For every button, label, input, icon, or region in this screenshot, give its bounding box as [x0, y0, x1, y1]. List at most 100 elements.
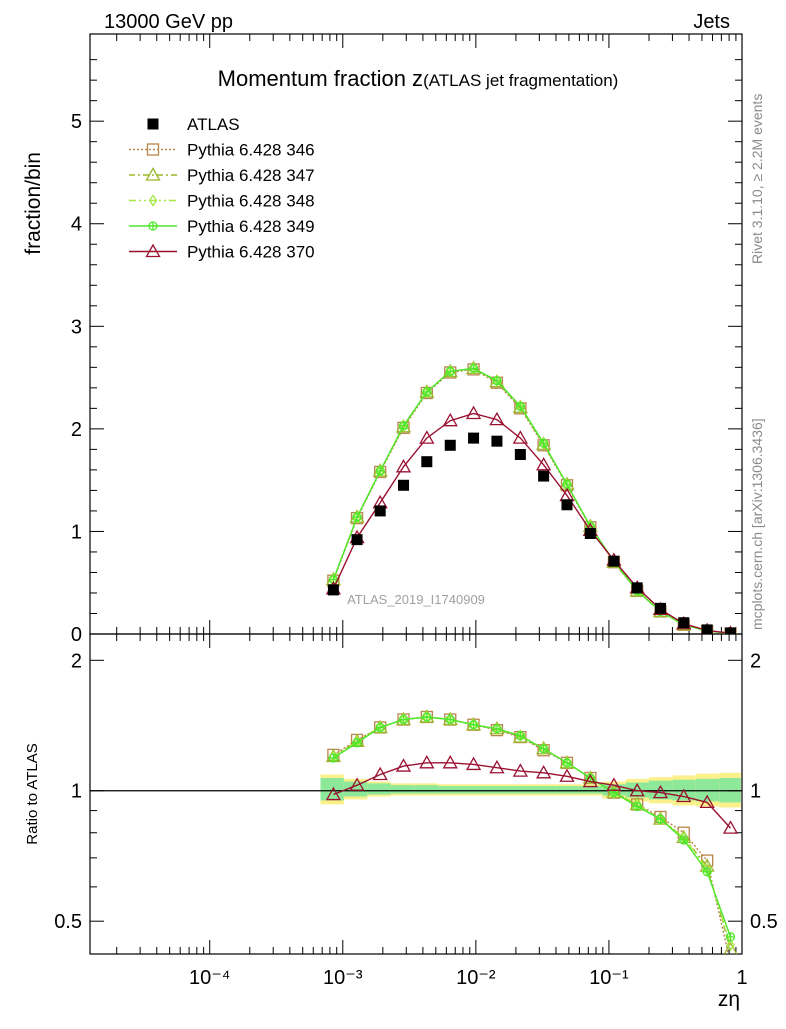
atlas-data-point	[351, 534, 363, 546]
ratio-band-inner	[484, 786, 509, 794]
header-process: Jets	[693, 11, 730, 33]
main-series-4-point	[512, 430, 528, 444]
ratio-series-4-point	[349, 777, 365, 791]
x-tick-label: 10⁻¹	[589, 967, 629, 989]
ratio-series-4-point	[699, 794, 715, 809]
main-series-4-point	[395, 458, 412, 473]
ratio-series-4-point	[489, 759, 505, 774]
ratio-y-tick-label-right: 2	[750, 650, 761, 672]
ratio-series-2-point	[469, 718, 478, 731]
ratio-band-inner	[461, 786, 485, 794]
header-energy: 13000 GeV pp	[104, 11, 233, 33]
ratio-series-4-point	[325, 786, 342, 801]
ratio-series-1-point	[723, 941, 738, 954]
ratio-series-2-point	[422, 710, 432, 724]
ratio-series-4-point	[536, 764, 552, 779]
legend-label-2: Pythia 6.428 348	[187, 192, 315, 211]
ratio-series-0-line	[333, 716, 730, 954]
ratio-band-inner	[390, 785, 415, 794]
atlas-data-point	[654, 602, 666, 614]
legend-marker-0	[146, 143, 160, 156]
ratio-band-inner	[367, 783, 391, 795]
atlas-data-point	[584, 527, 596, 539]
atlas-data-point	[678, 617, 690, 629]
ratio-series-4-point	[372, 766, 388, 781]
atlas-data-point	[444, 439, 456, 451]
ratio-series-4-point	[512, 763, 528, 777]
atlas-data-point	[468, 432, 480, 444]
ratio-series-2-point	[726, 939, 735, 952]
ratio-series-2-point	[375, 721, 385, 734]
ratio-series-2-line	[333, 716, 732, 946]
ratio-band-inner	[508, 786, 532, 794]
ratio-series-2-point	[445, 713, 455, 726]
y-tick-label: 2	[71, 419, 82, 441]
ratio-series-0-point	[725, 958, 736, 969]
x-tick-label: 10⁻⁴	[189, 967, 230, 989]
main-series-2-point	[469, 362, 478, 375]
side-label-mcplots: mcplots.cern.ch [arXiv:1306.3436]	[749, 418, 765, 630]
ratio-series-4-point	[629, 782, 645, 797]
main-series-2-point	[352, 510, 362, 524]
atlas-data-point	[631, 582, 643, 594]
atlas-data-point	[514, 449, 526, 461]
atlas-data-point	[421, 456, 433, 468]
legend-label-3: Pythia 6.428 349	[187, 217, 315, 236]
ratio-y-tick-label: 1	[71, 781, 82, 803]
chart-title-sub: (ATLAS jet fragmentation)	[423, 71, 618, 90]
legend-label-0: Pythia 6.428 346	[187, 141, 315, 160]
side-label-rivet: Rivet 3.1.10, ≥ 2.2M events	[749, 94, 765, 264]
y-axis-label-ratio: Ratio to ATLAS	[24, 743, 41, 844]
ratio-series-2-point	[516, 729, 525, 742]
ratio-series-4-point	[442, 754, 458, 769]
main-series-4-point	[442, 412, 458, 427]
x-tick-label: 1	[736, 967, 747, 989]
ratio-series-4-point	[419, 754, 435, 769]
legend-marker-4	[145, 243, 161, 258]
ratio-series-4-point	[676, 788, 692, 803]
legend-label-atlas: ATLAS	[187, 115, 240, 134]
legend-label-1: Pythia 6.428 347	[187, 166, 315, 185]
ratio-series-2-point	[492, 722, 502, 735]
ratio-series-2-point	[399, 713, 408, 726]
main-series-2-point	[375, 464, 385, 478]
main-series-4-point	[536, 456, 552, 471]
ratio-series-4-point	[582, 773, 598, 788]
ratio-series-4-point	[465, 756, 482, 771]
atlas-data-point	[561, 499, 573, 511]
atlas-data-point	[374, 505, 386, 517]
atlas-data-point	[538, 470, 550, 482]
atlas-data-point	[398, 479, 410, 491]
ratio-y-tick-label: 2	[71, 650, 82, 672]
legend-marker-atlas	[147, 118, 159, 130]
atlas-data-point	[701, 624, 713, 634]
atlas-data-point	[327, 584, 339, 596]
ratio-band-inner	[578, 786, 603, 794]
y-tick-label: 5	[71, 111, 82, 133]
main-series-2-point	[539, 437, 548, 450]
watermark: ATLAS_2019_I1740909	[347, 592, 485, 607]
x-tick-label: 10⁻²	[456, 967, 496, 989]
x-tick-label: 10⁻³	[323, 967, 363, 989]
y-tick-label: 4	[71, 214, 82, 236]
chart-title-main: Momentum fraction z	[218, 66, 423, 91]
ratio-band-inner	[531, 786, 556, 794]
ratio-band-inner	[555, 786, 579, 794]
atlas-data-point	[608, 555, 620, 567]
ratio-band-inner	[695, 778, 720, 802]
ratio-plot-frame	[89, 633, 743, 955]
ratio-series-4-point	[559, 768, 575, 782]
x-axis-label: zη	[718, 988, 740, 1011]
ratio-band-inner	[438, 786, 462, 794]
main-series-2-point	[445, 365, 455, 378]
legend-marker-2	[148, 194, 158, 207]
ratio-series-4-point	[395, 758, 412, 772]
y-tick-label: 3	[71, 316, 82, 338]
ratio-series-1-line	[333, 716, 732, 950]
main-series-4-point	[489, 411, 505, 426]
ratio-y-tick-label-right: 1	[750, 781, 761, 803]
chart-title: Momentum fraction z(ATLAS jet fragmentat…	[218, 66, 619, 91]
ratio-y-tick-label-right: 0.5	[750, 911, 778, 933]
